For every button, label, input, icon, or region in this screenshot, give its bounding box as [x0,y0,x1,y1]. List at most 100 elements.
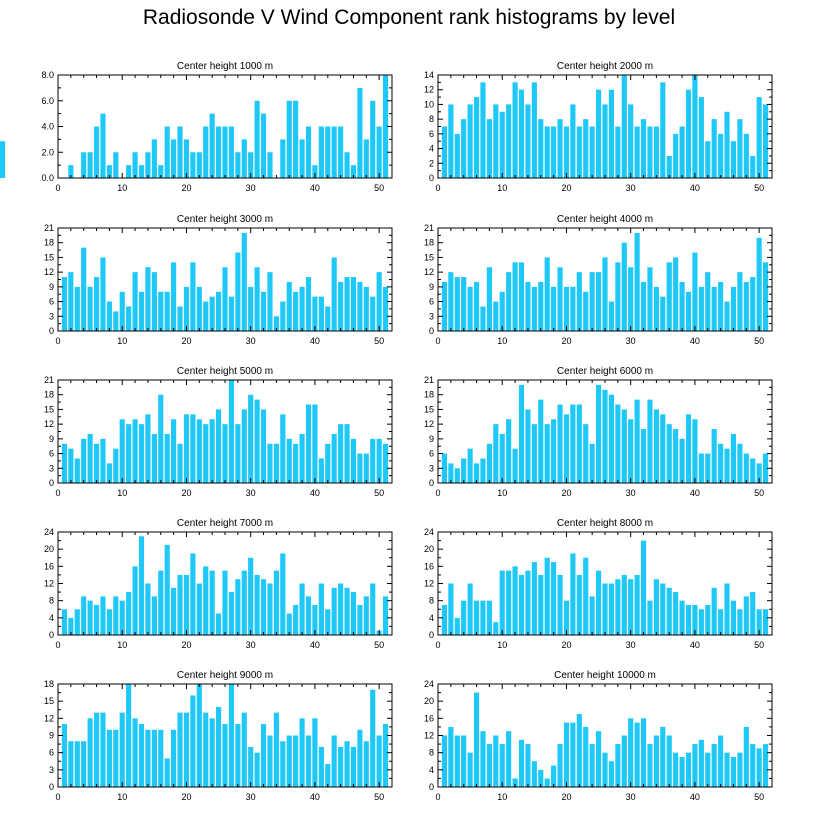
bar [685,414,692,483]
bar [260,409,267,483]
bar [145,583,151,635]
bar [260,113,267,179]
bar [93,604,100,635]
y-tick-label: 12 [44,579,54,589]
bar [724,752,730,787]
bar [518,89,525,178]
bar [634,126,640,178]
bar [331,587,337,635]
bar [363,453,369,483]
x-tick-label: 0 [435,336,440,346]
bar [673,752,679,787]
y-tick-label: 2.0 [41,147,54,157]
bar [467,104,473,178]
bar [280,301,286,331]
bar [305,126,312,178]
bar [647,600,653,635]
bar [190,262,196,331]
x-tick-label: 40 [690,640,700,650]
bar [628,104,634,178]
bar [538,119,544,178]
y-tick-label: 21 [424,223,434,233]
bar [653,286,659,331]
bar [338,583,344,635]
bar [512,448,518,483]
x-tick-label: 30 [626,488,636,498]
y-tick-label: 4 [429,613,434,623]
y-tick-label: 16 [424,713,434,723]
y-tick-label: 9 [429,282,434,292]
bar [538,399,544,483]
bar [596,384,602,483]
x-tick-label: 20 [561,336,571,346]
bar [383,286,389,331]
bar [441,604,447,635]
x-tick-label: 20 [181,183,191,193]
x-tick-label: 20 [561,640,571,650]
bar [724,111,730,178]
bar [293,443,299,483]
bar [730,433,737,483]
bar [235,724,241,787]
bar [724,301,730,331]
bar [228,380,234,483]
y-tick-label: 21 [44,223,54,233]
bar [87,286,93,331]
bar [486,600,492,635]
panel-title: Center height 9000 m [177,670,273,681]
bar [493,424,499,483]
x-tick-label: 20 [561,488,571,498]
bar [68,741,74,787]
x-tick-label: 10 [497,488,507,498]
bar [563,126,570,178]
bar [126,684,132,787]
bar [756,463,762,483]
bar [596,731,602,787]
bar [506,104,512,178]
bar [730,756,737,787]
bar [679,281,685,331]
bar [383,75,389,178]
y-tick-label: 18 [44,238,54,248]
bar [260,579,267,635]
bar [312,296,318,331]
bar [461,735,467,787]
y-tick-label: 9 [49,434,54,444]
bar [164,758,170,787]
bar [666,262,672,331]
bar [87,433,93,483]
x-tick-label: 30 [246,640,256,650]
bar [383,724,389,787]
y-tick-label: 9 [429,434,434,444]
bar [525,570,531,636]
bar [93,126,100,178]
x-tick-label: 50 [374,183,384,193]
bar [621,242,627,331]
bar [557,744,563,787]
bar [138,724,145,787]
bar [113,448,119,483]
panel-title: Center height 8000 m [557,518,653,529]
bar [177,126,183,178]
y-tick-label: 12 [424,419,434,429]
bar [493,104,499,178]
bar [293,291,299,331]
y-tick-label: 12 [44,419,54,429]
bar [441,126,447,178]
bar [576,126,582,178]
bar [653,735,659,787]
bar [254,267,260,331]
bar [679,126,685,178]
bar [698,286,704,331]
bar [525,104,531,178]
bar [119,291,125,331]
bar [376,272,382,331]
bar [563,286,570,331]
y-tick-label: 21 [44,375,54,385]
bar [506,570,512,636]
bar [711,119,717,178]
bar [448,272,454,331]
bar [730,141,737,178]
bar [467,448,473,483]
bar [196,152,202,178]
